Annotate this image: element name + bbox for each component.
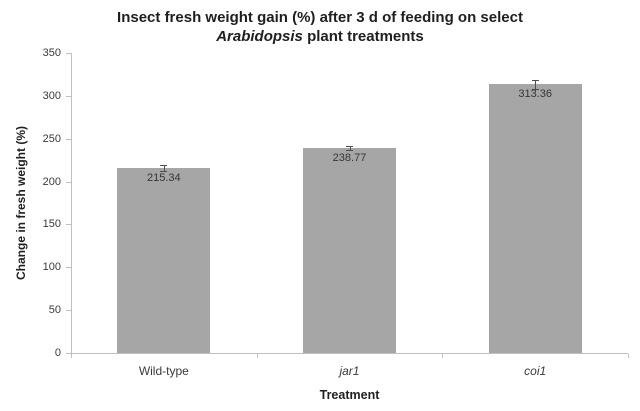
x-category-label: Wild-type — [138, 364, 189, 378]
bar — [303, 148, 396, 353]
y-tick-mark — [66, 310, 71, 312]
error-bar-cap-bottom — [346, 150, 353, 152]
y-tick-label: 350 — [42, 47, 61, 59]
y-tick-label: 100 — [42, 261, 61, 274]
x-category-label: coi1 — [524, 364, 547, 378]
bar-value-label: 313.36 — [518, 88, 552, 101]
y-tick-mark — [66, 267, 71, 269]
error-bar-cap-top — [346, 146, 353, 148]
y-tick-mark — [66, 138, 71, 140]
x-tick-mark — [71, 354, 72, 358]
chart-title-italic-term: Arabidopsis — [216, 28, 303, 45]
x-category-label: jar1 — [339, 364, 360, 378]
y-tick-mark — [66, 353, 71, 354]
x-axis-title: Treatment — [319, 388, 380, 402]
x-axis-line — [71, 353, 628, 354]
bar-value-label: 215.34 — [147, 172, 181, 185]
error-bar-cap-top — [160, 165, 168, 167]
chart-title-line2: Arabidopsis plant treatments — [0, 27, 640, 46]
error-bar-line — [349, 146, 351, 151]
y-tick-label: 0 — [54, 347, 61, 359]
x-tick-mark — [628, 354, 629, 358]
y-tick-mark — [66, 181, 71, 183]
y-axis-line — [71, 53, 72, 354]
error-bar-line — [535, 79, 537, 90]
error-bar-cap-bottom — [160, 171, 168, 173]
bar — [117, 168, 211, 353]
chart-title-line2-rest: plant treatments — [302, 28, 424, 45]
y-tick-label: 150 — [42, 218, 61, 231]
y-tick-label: 50 — [48, 304, 61, 317]
y-tick-label: 200 — [42, 175, 61, 188]
y-tick-label: 250 — [42, 132, 61, 145]
bar-value-label: 238.77 — [332, 152, 367, 165]
error-bar-cap-bottom — [531, 89, 539, 91]
y-tick-mark — [66, 95, 71, 97]
y-tick-mark — [66, 53, 71, 54]
y-tick-mark — [66, 224, 71, 226]
chart-title-line1: Insect fresh weight gain (%) after 3 d o… — [117, 9, 523, 26]
x-tick-mark — [256, 354, 258, 358]
chart-title: Insect fresh weight gain (%) after 3 d o… — [0, 8, 640, 46]
error-bar-cap-top — [531, 79, 539, 81]
error-bar-line — [163, 165, 165, 172]
y-tick-label: 300 — [42, 89, 61, 102]
bar — [488, 84, 582, 353]
x-tick-mark — [442, 354, 444, 358]
